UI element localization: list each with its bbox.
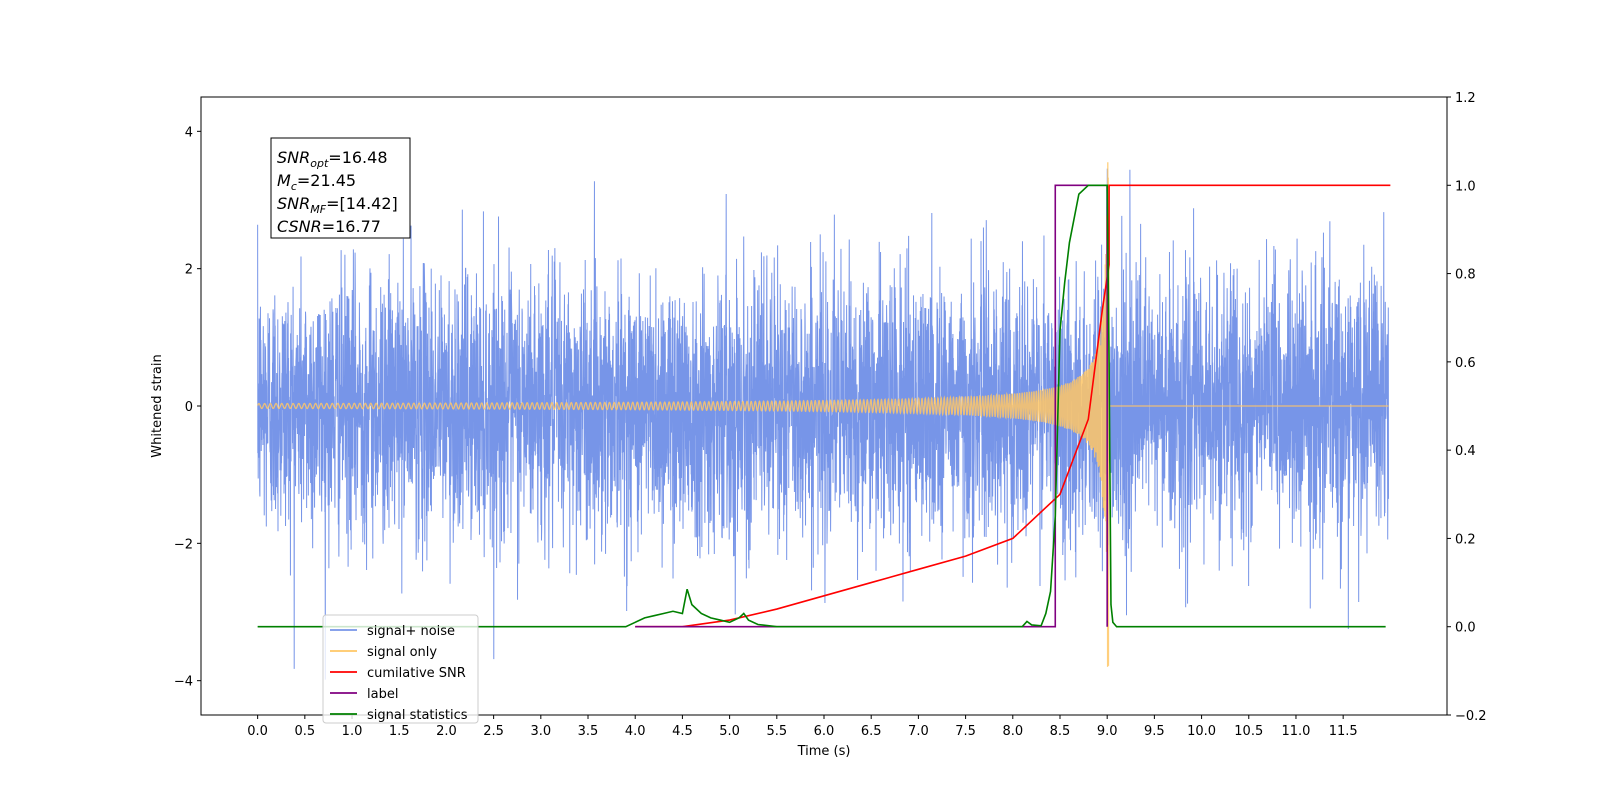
y2-tick-label: 0.6	[1455, 356, 1476, 371]
series-signal-statistics	[257, 184, 1386, 628]
legend: signal+ noise signal only cumilative SNR la…	[322, 614, 479, 724]
x-tick-label: 5.5	[766, 724, 787, 739]
info-symbol: M	[277, 171, 291, 190]
legend-label: cumilative SNR	[367, 666, 466, 681]
x-tick-label: 1.5	[389, 724, 410, 739]
x-tick-label: 4.0	[625, 724, 646, 739]
y-tick-label: −2	[174, 537, 193, 552]
x-tick-label: 8.5	[1050, 724, 1071, 739]
x-tick-label: 3.5	[578, 724, 599, 739]
x-tick-label: 5.0	[719, 724, 740, 739]
x-tick-label: 4.5	[672, 724, 693, 739]
x-tick-label: 11.0	[1281, 724, 1310, 739]
y2-tick-label: 0.8	[1455, 268, 1476, 283]
x-tick-label: 10.0	[1187, 724, 1216, 739]
x-axis: 0.0 0.5 1.0 1.5 2.0 2.5 3.0 3.5 4.0 4.5 5.0 5.5 6.0 6…	[247, 715, 1358, 739]
info-subscript: c	[291, 180, 297, 193]
x-tick-label: 7.0	[908, 724, 929, 739]
legend-label: signal only	[367, 645, 437, 660]
y2-tick-label: −0.2	[1455, 709, 1487, 724]
y2-tick-label: 1.2	[1455, 91, 1476, 106]
series-signal-plus-noise	[257, 168, 1389, 680]
info-symbol: SNR	[277, 148, 310, 167]
x-tick-label: 11.5	[1329, 724, 1358, 739]
x-tick-label: 0.5	[294, 724, 315, 739]
x-tick-label: 0.0	[247, 724, 268, 739]
info-box-line: SNRMF=[14.42]	[277, 194, 398, 216]
x-tick-label: 3.0	[530, 724, 551, 739]
plot-area	[257, 162, 1391, 680]
y-tick-label: −4	[174, 675, 193, 690]
x-tick-label: 6.0	[814, 724, 835, 739]
x-tick-label: 7.5	[955, 724, 976, 739]
series-signal-only	[257, 162, 1389, 667]
y-axis-label: Whitened strain	[150, 354, 165, 457]
x-tick-label: 10.5	[1234, 724, 1263, 739]
legend-label: signal statistics	[367, 708, 468, 723]
y-axis-right: 1.2 1.0 0.8 0.6 0.4 0.2 0.0 −0.2	[1447, 91, 1487, 724]
x-tick-label: 2.5	[483, 724, 504, 739]
x-tick-label: 2.0	[436, 724, 457, 739]
info-value: =[14.42]	[326, 194, 398, 213]
x-axis-label: Time (s)	[797, 744, 851, 759]
info-box-line: Mc=21.45	[277, 171, 356, 193]
y-tick-label: 0	[185, 400, 193, 415]
y2-tick-label: 0.4	[1455, 444, 1476, 459]
info-value: =16.48	[328, 148, 387, 167]
info-box: SNRopt=16.48Mc=21.45SNRMF=[14.42]CSNR=16…	[270, 137, 411, 239]
info-subscript: MF	[310, 203, 326, 216]
y2-tick-label: 0.2	[1455, 532, 1476, 547]
y-tick-label: 4	[185, 125, 193, 140]
y-axis-left: 4 2 0 −2 −4	[174, 125, 201, 690]
y2-tick-label: 1.0	[1455, 179, 1476, 194]
info-value: =21.45	[297, 171, 356, 190]
legend-label: label	[367, 687, 398, 702]
x-tick-label: 9.5	[1144, 724, 1165, 739]
info-box-line: CSNR=16.77	[277, 217, 381, 236]
info-symbol: SNR	[277, 194, 310, 213]
x-tick-label: 1.0	[342, 724, 363, 739]
x-tick-label: 8.0	[1002, 724, 1023, 739]
info-value: =16.77	[322, 217, 381, 236]
info-symbol: CSNR	[277, 217, 322, 236]
info-box-line: SNRopt=16.48	[277, 148, 388, 170]
x-tick-label: 9.0	[1097, 724, 1118, 739]
y-tick-label: 2	[185, 263, 193, 278]
x-tick-label: 6.5	[861, 724, 882, 739]
info-subscript: opt	[310, 157, 329, 170]
y2-tick-label: 0.0	[1455, 621, 1476, 636]
legend-label: signal+ noise	[367, 624, 455, 639]
